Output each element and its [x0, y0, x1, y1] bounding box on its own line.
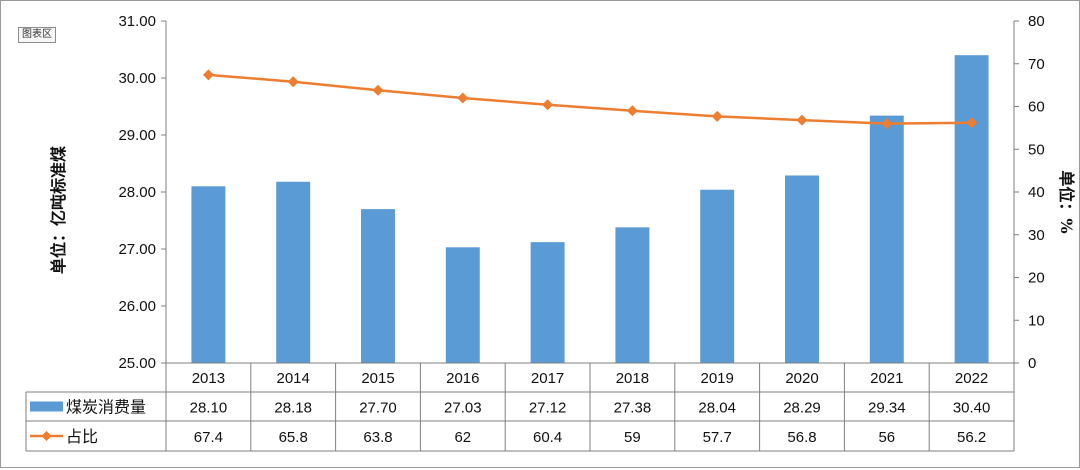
bar-2014: [276, 181, 311, 363]
table-value-bar-2017: 27.12: [529, 400, 567, 417]
bar-2022: [954, 55, 989, 363]
table-value-bar-2013: 28.10: [190, 400, 228, 417]
x-tick-label-2021: 2021: [870, 370, 903, 387]
bars-layer: [191, 55, 989, 364]
y-right-tick-label: 0: [1028, 355, 1036, 372]
table-value-bar-2016: 27.03: [444, 400, 482, 417]
y-left-tick-label: 30.00: [118, 70, 156, 87]
x-tick-label-2019: 2019: [701, 370, 734, 387]
line-point-2015: [372, 84, 384, 96]
table-value-bar-2014: 28.18: [274, 400, 312, 417]
table-value-line-2020: 56.8: [787, 429, 816, 446]
bar-2016: [445, 247, 480, 363]
bar-2013: [191, 186, 226, 363]
table-value-bar-2020: 28.29: [783, 400, 821, 417]
x-tick-label-2020: 2020: [785, 370, 818, 387]
y-right-tick-label: 40: [1028, 184, 1045, 201]
table-value-line-2022: 56.2: [957, 429, 986, 446]
line-point-2016: [457, 92, 469, 104]
legend-label-煤炭消费量: 煤炭消费量: [66, 398, 146, 417]
bar-2019: [700, 189, 735, 363]
line-point-2013: [202, 69, 214, 81]
x-tick-label-2022: 2022: [955, 370, 988, 387]
table-value-line-2014: 65.8: [279, 429, 308, 446]
y-left-tick-label: 26.00: [118, 298, 156, 315]
axes-layer: 25.00 26.00 27.00 28.00 29.00 30.00 31.00 0 10 20…: [118, 13, 1044, 372]
table-value-bar-2015: 27.70: [359, 400, 397, 417]
legend-key-bar: [30, 401, 63, 412]
y-axis-left-label: 单位：亿吨标准煤: [49, 146, 68, 274]
y-right-tick-label: 80: [1028, 13, 1045, 30]
table-value-line-2015: 63.8: [363, 429, 392, 446]
y-left-tick-label: 28.00: [118, 184, 156, 201]
y-right-tick-label: 30: [1028, 227, 1045, 244]
table-value-line-2016: 62: [454, 429, 471, 446]
x-tick-label-2014: 2014: [277, 370, 310, 387]
y-left-tick-label: 31.00: [118, 13, 156, 30]
line-point-2018: [626, 105, 638, 117]
x-tick-label-2015: 2015: [361, 370, 394, 387]
table-value-line-2019: 57.7: [703, 429, 732, 446]
y-left-tick-label: 27.00: [118, 241, 156, 258]
y-left-tick-label: 25.00: [118, 355, 156, 372]
bar-2020: [785, 175, 819, 363]
y-axis-right-label: 单位：%: [1057, 170, 1076, 233]
line-point-2022: [966, 117, 978, 129]
table-value-bar-2018: 27.38: [614, 400, 652, 417]
bar-2015: [361, 209, 395, 363]
y-right-tick-label: 70: [1028, 56, 1045, 73]
table-value-line-2021: 56: [878, 429, 895, 446]
x-tick-label-2016: 2016: [446, 370, 479, 387]
y-right-tick-label: 60: [1028, 99, 1045, 116]
table-value-bar-2022: 30.40: [953, 400, 991, 417]
y-right-tick-label: 50: [1028, 141, 1045, 158]
bar-2017: [530, 242, 565, 363]
y-right-tick-label: 10: [1028, 312, 1045, 329]
line-point-2021: [881, 118, 893, 130]
table-value-bar-2019: 28.04: [698, 400, 736, 417]
data-table: 2013 2014 2015 2016 2017 2018 2019 2020 2021 2022…: [25, 363, 1015, 452]
table-value-line-2017: 60.4: [533, 429, 562, 446]
chart-area-badge: 图表区: [18, 27, 56, 43]
line-point-2020: [796, 114, 808, 126]
x-tick-label-2013: 2013: [192, 370, 225, 387]
line-point-2014: [287, 76, 299, 88]
x-tick-label-2018: 2018: [616, 370, 649, 387]
x-tick-label-2017: 2017: [531, 370, 564, 387]
series-line-占比: [208, 73, 972, 125]
bar-2021: [869, 115, 904, 364]
table-value-line-2013: 67.4: [194, 429, 223, 446]
y-right-tick-label: 20: [1028, 270, 1045, 287]
bar-2018: [615, 227, 650, 363]
table-value-line-2018: 59: [624, 429, 641, 446]
line-point-2017: [542, 99, 554, 111]
line-layer: [202, 69, 978, 130]
y-left-tick-label: 29.00: [118, 127, 156, 144]
table-value-bar-2021: 29.34: [868, 400, 906, 417]
legend-label-占比: 占比: [66, 427, 98, 446]
line-point-2019: [711, 110, 723, 122]
legend-key-marker: [41, 431, 52, 441]
